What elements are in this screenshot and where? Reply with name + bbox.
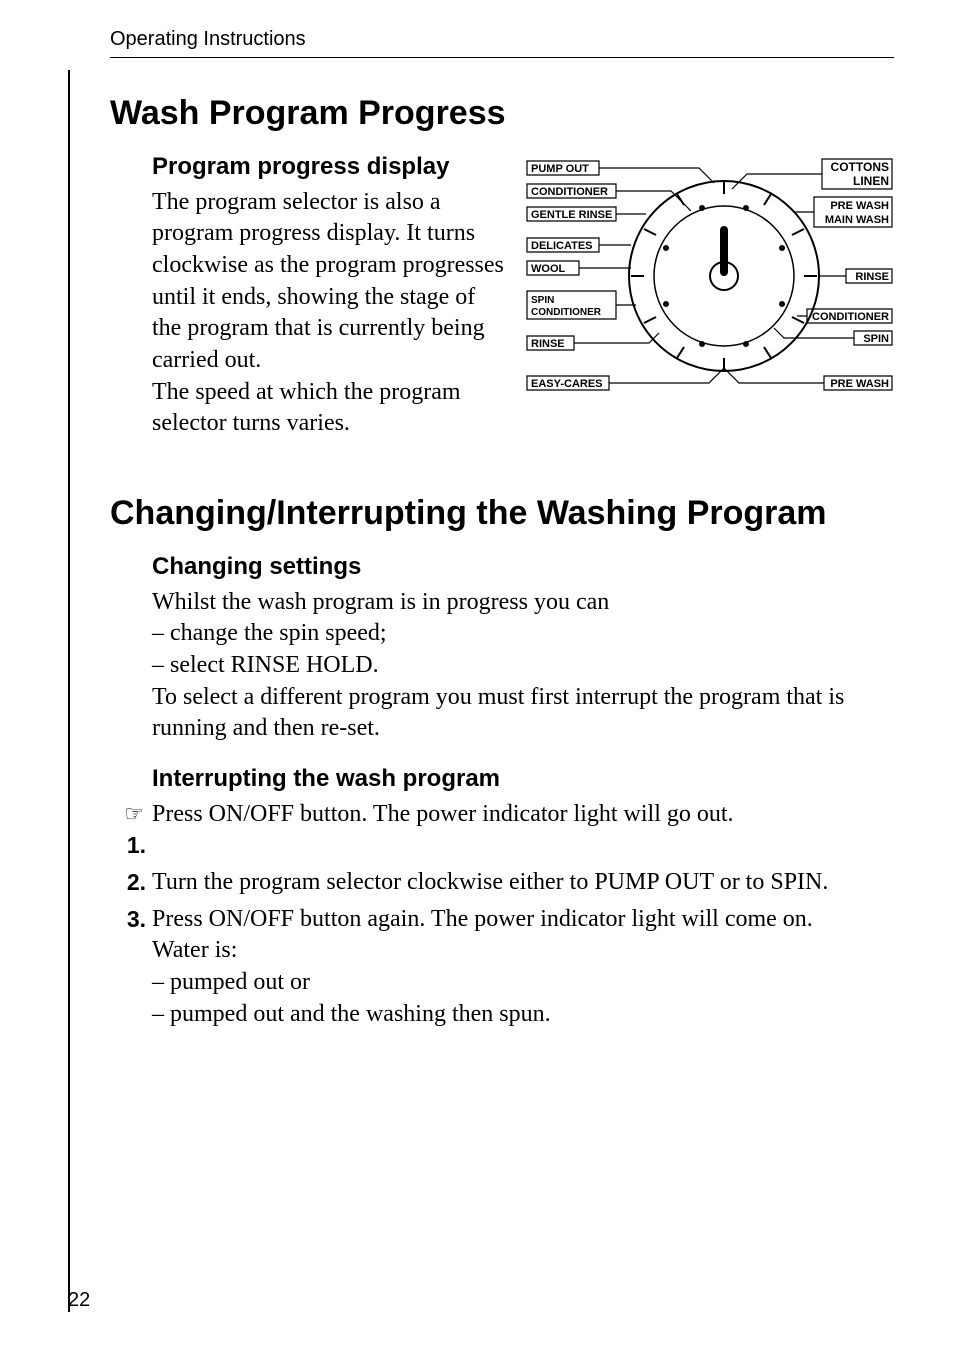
changing-line1: Whilst the wash program is in progress y… bbox=[152, 587, 894, 619]
dial-label: COTTONS bbox=[831, 160, 889, 174]
changing-bullet2: – select RINSE HOLD. bbox=[152, 650, 894, 682]
step-2-text: Turn the program selector clockwise eith… bbox=[152, 867, 894, 899]
steps: ☞ 1. Press ON/OFF button. The power indi… bbox=[110, 799, 894, 1031]
step-1-text: Press ON/OFF button. The power indicator… bbox=[152, 799, 894, 831]
dial-label: CONDITIONER bbox=[531, 307, 602, 318]
step-num: 2. bbox=[127, 869, 146, 895]
progress-para2: The speed at which the program selector … bbox=[152, 377, 506, 440]
hand-icon: ☞ bbox=[124, 801, 146, 826]
dial-label: MAIN WASH bbox=[825, 214, 889, 226]
dial-label: RINSE bbox=[855, 271, 889, 283]
step-3d: – pumped out and the washing then spun. bbox=[152, 999, 894, 1031]
subheading-interrupting: Interrupting the wash program bbox=[152, 763, 894, 795]
step-3: 3. Press ON/OFF button again. The power … bbox=[110, 904, 894, 1031]
section-title-wash-progress: Wash Program Progress bbox=[110, 94, 894, 133]
dial-label: CONDITIONER bbox=[531, 186, 608, 198]
changing-settings-block: Changing settings Whilst the wash progra… bbox=[152, 551, 894, 745]
section-title-changing: Changing/Interrupting the Washing Progra… bbox=[110, 494, 894, 533]
dial-figure: PUMP OUT CONDITIONER GENTLE RINSE DELICA… bbox=[524, 151, 894, 406]
dial-label: EASY-CARES bbox=[531, 378, 603, 390]
step-3a: Press ON/OFF button again. The power ind… bbox=[152, 904, 894, 936]
step-3-body: Press ON/OFF button again. The power ind… bbox=[152, 904, 894, 1031]
dial-label: PUMP OUT bbox=[531, 163, 589, 175]
changing-line2: To select a different program you must f… bbox=[152, 682, 894, 745]
dial-label: CONDITIONER bbox=[812, 311, 889, 323]
step-num: 1. bbox=[127, 832, 146, 858]
dial-label: WOOL bbox=[531, 263, 565, 275]
running-head-container: Operating Instructions bbox=[110, 28, 894, 58]
step-num: 3. bbox=[127, 906, 146, 932]
changing-bullet1: – change the spin speed; bbox=[152, 618, 894, 650]
step-3b: Water is: bbox=[152, 935, 894, 967]
subheading-changing: Changing settings bbox=[152, 551, 894, 583]
step-1: ☞ 1. Press ON/OFF button. The power indi… bbox=[110, 799, 894, 863]
dial-label: SPIN bbox=[863, 333, 889, 345]
progress-para1: The program selector is also a program p… bbox=[152, 187, 506, 377]
program-dial-svg: PUMP OUT CONDITIONER GENTLE RINSE DELICA… bbox=[524, 151, 894, 401]
page: Operating Instructions Wash Program Prog… bbox=[0, 0, 954, 1352]
dial-label: RINSE bbox=[531, 338, 565, 350]
subheading-program-progress: Program progress display bbox=[152, 151, 506, 183]
interrupting-block: Interrupting the wash program bbox=[152, 763, 894, 795]
dial-label: SPIN bbox=[531, 295, 554, 306]
step-2: 2. Turn the program selector clockwise e… bbox=[110, 867, 894, 900]
dial-label: PRE WASH bbox=[830, 200, 889, 212]
dial-label: GENTLE RINSE bbox=[531, 209, 612, 221]
page-number: 22 bbox=[68, 1289, 90, 1312]
progress-block: Program progress display The program sel… bbox=[152, 151, 894, 440]
dial-label: DELICATES bbox=[531, 240, 593, 252]
dial-label: LINEN bbox=[853, 174, 889, 188]
step-3c: – pumped out or bbox=[152, 967, 894, 999]
running-head: Operating Instructions bbox=[110, 28, 306, 50]
progress-text: Program progress display The program sel… bbox=[152, 151, 506, 440]
dial-label: PRE WASH bbox=[830, 378, 889, 390]
vertical-rule bbox=[68, 70, 70, 1312]
